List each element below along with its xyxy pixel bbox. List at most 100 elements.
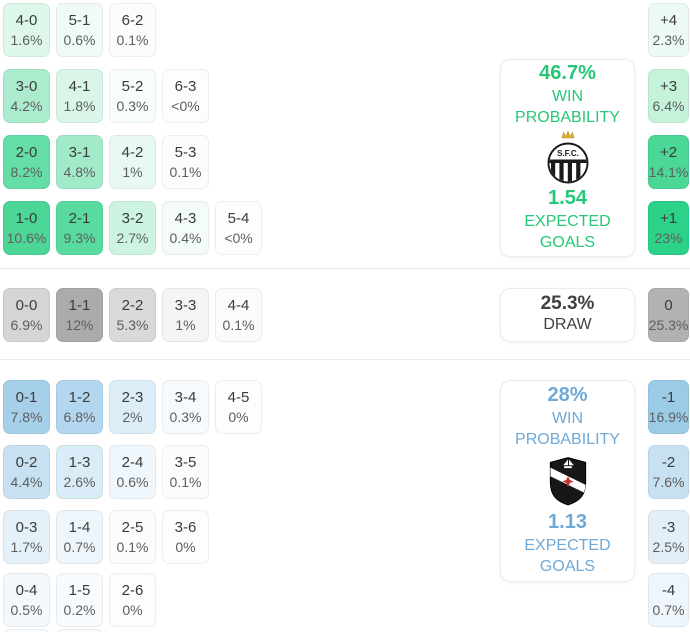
santos-crest-icon: S.F.C. [542, 131, 594, 185]
goal-diff-probability: 0.7% [652, 601, 685, 618]
goal-diff-cell-+1: +1 23% [648, 201, 689, 255]
scoreline-probability: 0.3% [116, 97, 149, 114]
scoreline-label: 1-2 [68, 388, 91, 406]
scoreline-label: 2-6 [121, 581, 144, 599]
scoreline-probability: 0.1% [169, 473, 202, 490]
scoreline-cell-3-5: 3-5 0.1% [162, 445, 209, 499]
draw-probability: 25.3% [540, 293, 595, 315]
goal-diff-probability: 25.3% [648, 316, 689, 333]
scoreline-label: 4-1 [68, 77, 91, 95]
scoreline-probability: 0.4% [169, 229, 202, 246]
scoreline-cell-3-2: 3-2 2.7% [109, 201, 156, 255]
scoreline-label: 3-6 [174, 518, 197, 536]
vasco-crest-icon [542, 454, 594, 508]
scoreline-cell-4-4: 4-4 0.1% [215, 288, 262, 342]
home-scoreline-row: 4-0 1.6% 5-1 0.6% 6-2 0.1% [3, 3, 156, 57]
scoreline-label: 2-3 [121, 388, 144, 406]
home-scoreline-row: 1-0 10.6% 2-1 9.3% 3-2 2.7% 4-3 0.4% 5-4 <0% [3, 201, 262, 255]
scoreline-probability: 0.2% [63, 601, 96, 618]
scoreline-cell-2-0: 2-0 8.2% [3, 135, 50, 189]
scoreline-probability: 6.9% [10, 316, 43, 333]
home-scoreline-row: 2-0 8.2% 3-1 4.8% 4-2 1% 5-3 0.1% [3, 135, 209, 189]
scoreline-probability: 5.3% [116, 316, 149, 333]
scoreline-cell-5-1: 5-1 0.6% [56, 3, 103, 57]
scoreline-probability: 1% [122, 163, 143, 180]
home-expected-goals-label: EXPECTED GOALS [524, 212, 611, 251]
scoreline-probability: 0.3% [169, 408, 202, 425]
scoreline-label: 5-2 [121, 77, 144, 95]
away-scoreline-row: 0-1 7.8% 1-2 6.8% 2-3 2% 3-4 0.3% 4-5 0% [3, 380, 262, 434]
goal-diff-cell-+3: +3 6.4% [648, 69, 689, 123]
scoreline-cell-6-2: 6-2 0.1% [109, 3, 156, 57]
away-scoreline-row: 0-4 0.5% 1-5 0.2% 2-6 0% [3, 573, 156, 627]
scoreline-probability: 0.1% [169, 163, 202, 180]
scoreline-probability: <0% [171, 97, 200, 114]
home-win-panel: 46.7% WIN PROBABILITY S.F.C. [500, 59, 635, 257]
goal-diff-probability: 2.3% [652, 31, 685, 48]
scoreline-probability: 0.6% [63, 31, 96, 48]
scoreline-probability: 0.1% [222, 316, 255, 333]
scoreline-probability: 4.8% [63, 163, 96, 180]
scoreline-probability: 1% [175, 316, 196, 333]
scoreline-probability: 0% [175, 538, 196, 555]
scoreline-cell-2-2: 2-2 5.3% [109, 288, 156, 342]
scoreline-label: 0-0 [15, 296, 38, 314]
goal-diff-label: -4 [661, 581, 676, 599]
scoreline-cell-2-3: 2-3 2% [109, 380, 156, 434]
draw-scoreline-row: 0-0 6.9% 1-1 12% 2-2 5.3% 3-3 1% 4-4 0.1% [3, 288, 262, 342]
scoreline-cell-2-1: 2-1 9.3% [56, 201, 103, 255]
goal-diff-cell--3: -3 2.5% [648, 510, 689, 564]
scoreline-label: 3-3 [174, 296, 197, 314]
goal-diff-label: +2 [659, 143, 678, 161]
draw-label: DRAW [543, 316, 592, 334]
goal-diff-label: -2 [661, 453, 676, 471]
scoreline-label: 5-3 [174, 143, 197, 161]
scoreline-cell-0-4: 0-4 0.5% [3, 573, 50, 627]
scoreline-probability: 4.4% [10, 473, 43, 490]
scoreline-cell-3-3: 3-3 1% [162, 288, 209, 342]
scoreline-label: 1-4 [68, 518, 91, 536]
home-win-label: WIN PROBABILITY [515, 87, 620, 126]
scoreline-label: 0-2 [15, 453, 38, 471]
scoreline-label: 1-3 [68, 453, 91, 471]
section-divider [0, 268, 690, 269]
scoreline-cell-3-4: 3-4 0.3% [162, 380, 209, 434]
scoreline-cell-4-2: 4-2 1% [109, 135, 156, 189]
goal-diff-label: +3 [659, 77, 678, 95]
scoreline-label: 0-3 [15, 518, 38, 536]
scoreline-probability: 2.7% [116, 229, 149, 246]
scoreline-label: 6-3 [174, 77, 197, 95]
scoreline-cell-2-6: 2-6 0% [109, 573, 156, 627]
scoreline-cell-4-1: 4-1 1.8% [56, 69, 103, 123]
scoreline-label: 0-1 [15, 388, 38, 406]
away-win-probability: 28% [547, 384, 588, 407]
scoreline-cell-5-4: 5-4 <0% [215, 201, 262, 255]
scoreline-cell-3-6: 3-6 0% [162, 510, 209, 564]
scoreline-cell-4-5: 4-5 0% [215, 380, 262, 434]
scoreline-label: 3-1 [68, 143, 91, 161]
scoreline-label: 2-0 [15, 143, 38, 161]
scoreline-cell-2-5: 2-5 0.1% [109, 510, 156, 564]
scoreline-probability: 2% [122, 408, 143, 425]
goal-diff-probability: 14.1% [648, 163, 689, 180]
home-expected-goals: 1.54 [548, 187, 587, 210]
goal-diff-probability: 6.4% [652, 97, 685, 114]
scoreline-label: 3-2 [121, 209, 144, 227]
goal-diff-cell--4: -4 0.7% [648, 573, 689, 627]
section-divider [0, 359, 690, 360]
scoreline-label: 0-4 [15, 581, 38, 599]
scoreline-label: 1-5 [68, 581, 91, 599]
scoreline-cell-5-3: 5-3 0.1% [162, 135, 209, 189]
scoreline-probability: 0.1% [116, 538, 149, 555]
scoreline-label: 4-3 [174, 209, 197, 227]
scoreline-cell-0-1: 0-1 7.8% [3, 380, 50, 434]
goal-diff-label: +1 [659, 209, 678, 227]
scoreline-cell-1-1: 1-1 12% [56, 288, 103, 342]
scoreline-label: 5-1 [68, 11, 91, 29]
scoreline-label: 4-4 [227, 296, 250, 314]
scoreline-probability: <0% [224, 229, 253, 246]
scoreline-cell-0-0: 0-0 6.9% [3, 288, 50, 342]
scoreline-probability: 10.6% [6, 229, 47, 246]
scoreline-cell-0-2: 0-2 4.4% [3, 445, 50, 499]
